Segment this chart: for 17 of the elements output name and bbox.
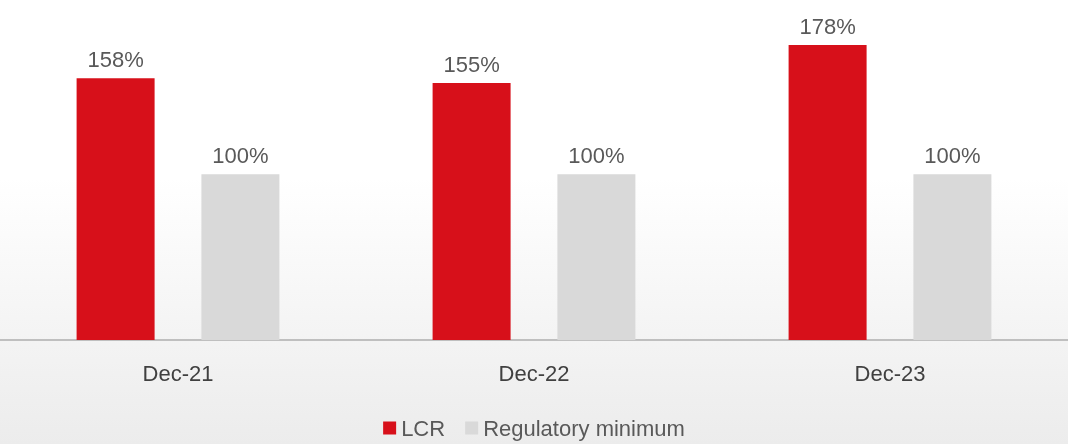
bar bbox=[788, 45, 867, 340]
x-tick-label: Dec-22 bbox=[498, 360, 570, 386]
bar bbox=[913, 174, 992, 340]
data-label: 155% bbox=[443, 51, 500, 77]
x-tick-label: Dec-23 bbox=[854, 360, 926, 386]
data-label: 100% bbox=[924, 142, 981, 168]
bar bbox=[557, 174, 636, 340]
data-label: 100% bbox=[568, 142, 625, 168]
data-label: 178% bbox=[799, 13, 856, 39]
data-label: 158% bbox=[87, 46, 144, 72]
bar bbox=[76, 78, 155, 340]
legend-label: LCR bbox=[401, 415, 446, 441]
legend-label: Regulatory minimum bbox=[483, 415, 685, 441]
bar bbox=[432, 83, 511, 340]
x-tick-label: Dec-21 bbox=[142, 360, 214, 386]
data-label: 100% bbox=[212, 142, 269, 168]
bar bbox=[201, 174, 280, 340]
